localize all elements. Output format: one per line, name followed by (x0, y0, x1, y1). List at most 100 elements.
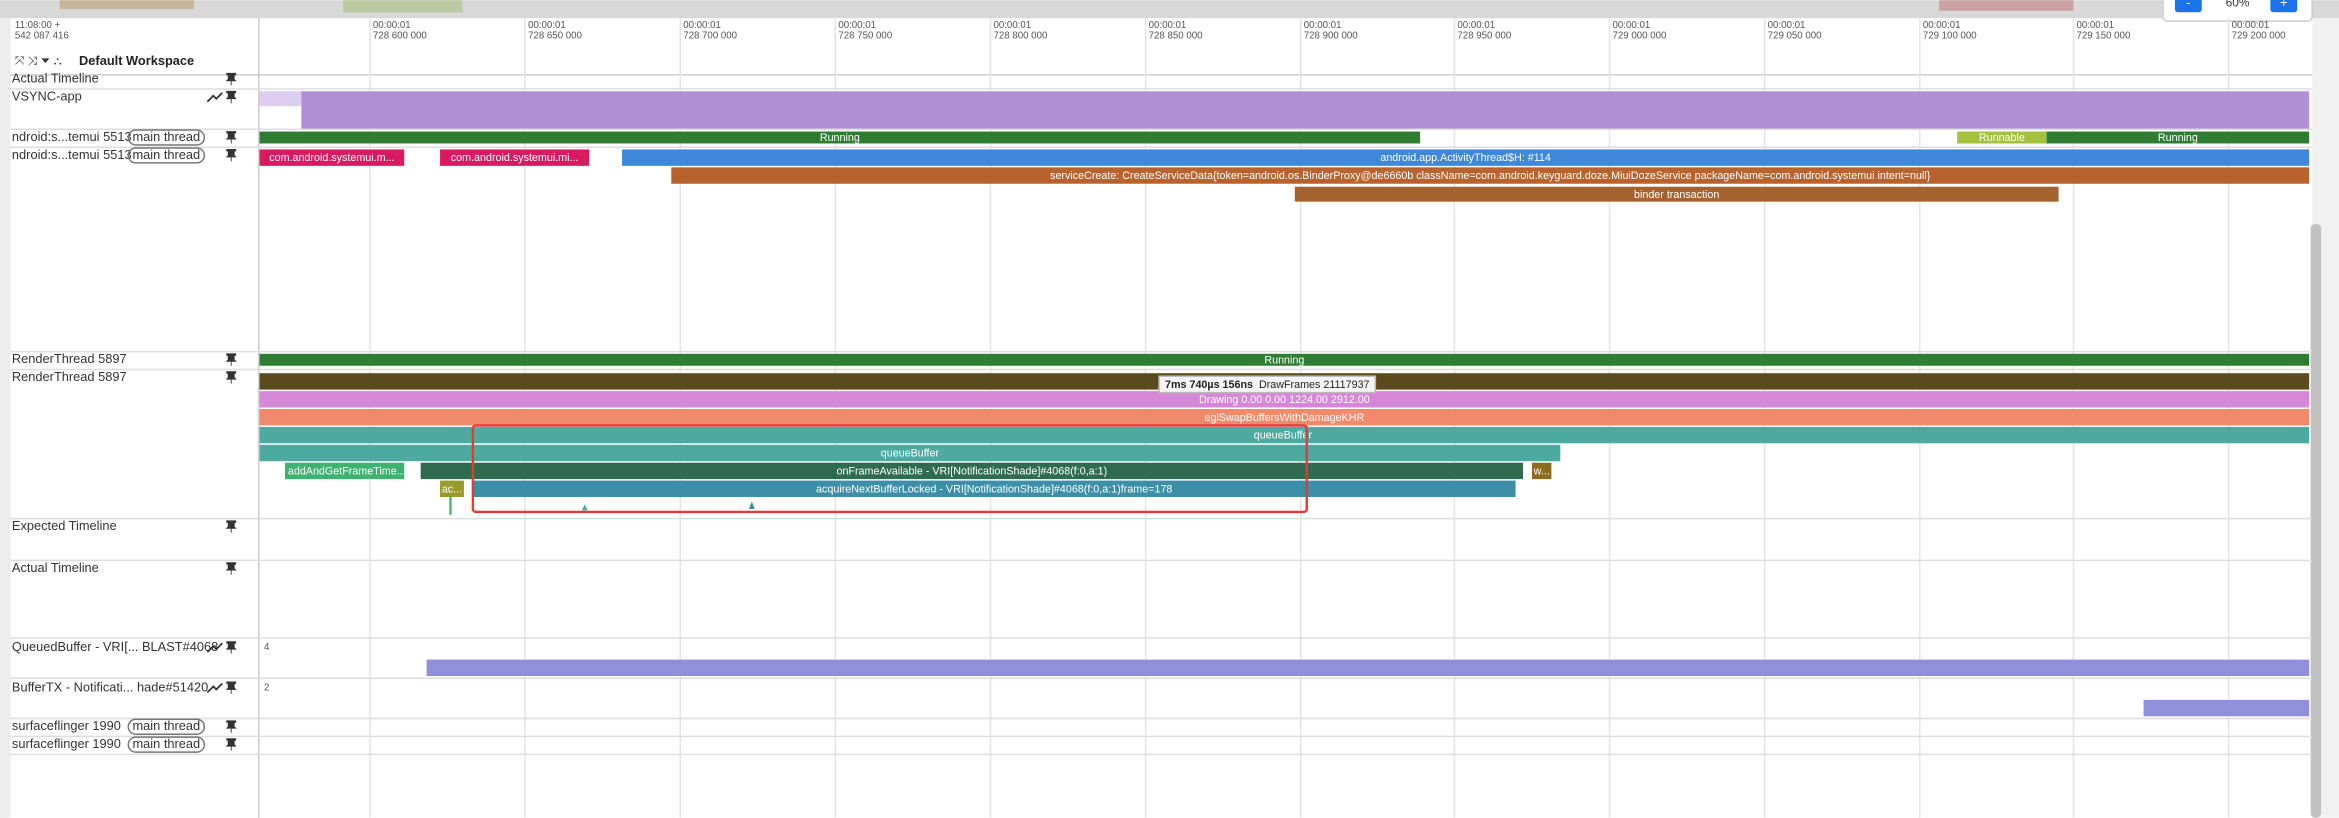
pin-icon[interactable] (225, 148, 237, 162)
slice[interactable] (420, 462, 1524, 480)
slice-label: binder transaction (1634, 189, 1719, 201)
slice[interactable] (440, 480, 464, 498)
overview-block (343, 0, 463, 13)
slice-label: Drawing 0.00 0.00 1224.00 2912.00 (1199, 394, 1370, 406)
slice[interactable] (1957, 131, 2047, 144)
thread-tag (127, 718, 206, 735)
ruler-time: 00:00:01 (1304, 20, 1342, 31)
ruler-ns: 728 600 000 (373, 31, 427, 42)
tooltip (1158, 375, 1377, 394)
track-name: surfaceflinger 1990 (12, 718, 121, 733)
pin-icon[interactable] (225, 738, 237, 751)
slice-label: Running (820, 132, 860, 144)
slice-label: Running (2158, 132, 2198, 144)
thread-tag (127, 129, 206, 146)
track-name: ndroid:s...temui 5513 (12, 147, 132, 162)
ruler-time: 00:00:01 (1457, 20, 1495, 31)
ruler-ns: 728 950 000 (1457, 31, 1511, 42)
ruler-time: 00:00:01 (1613, 20, 1651, 31)
ruler-time: 00:00:01 (993, 20, 1031, 31)
time-offset: 542 087 416 (15, 31, 69, 42)
slice[interactable] (259, 444, 1561, 462)
ruler-ns: 729 200 000 (2232, 31, 2286, 42)
pin-icon[interactable] (225, 90, 237, 104)
pin-icon[interactable] (225, 353, 237, 366)
counter-bar (2143, 699, 2310, 717)
pin-icon[interactable] (225, 720, 237, 733)
tooltip-duration: 7ms 740µs 156ns (1165, 379, 1253, 391)
slice-label: eglSwapBuffersWithDamageKHR (1205, 412, 1365, 424)
slice[interactable] (259, 409, 2310, 426)
pin-icon[interactable] (225, 641, 237, 654)
workspace-name[interactable]: Default Workspace (79, 53, 194, 68)
thread-tag-label: main thread (132, 718, 200, 733)
pin-icon[interactable] (225, 562, 237, 575)
track-name: QueuedBuffer - VRI[... BLAST#4068 (12, 639, 218, 654)
track-name: RenderThread 5897 (12, 369, 127, 384)
marker (581, 504, 588, 511)
scroll-thumb[interactable] (2310, 224, 2322, 818)
slice-label: queueBuffer (881, 448, 940, 460)
slice[interactable] (284, 462, 405, 480)
pin-icon[interactable] (225, 371, 237, 384)
slice-label: com.android.systemui.mi... (451, 152, 579, 164)
pin-icon[interactable] (225, 681, 237, 694)
slice[interactable] (259, 149, 405, 166)
slice[interactable] (1294, 186, 2059, 202)
track-name: ndroid:s...temui 5513 (12, 129, 132, 144)
counter-icon[interactable] (206, 682, 223, 694)
slice-label: Running (1264, 354, 1304, 366)
zoom-out-button[interactable] (2174, 0, 2202, 13)
slice[interactable] (1531, 462, 1552, 480)
counter-value: 4 (264, 642, 270, 653)
ruler-time: 00:00:01 (528, 20, 566, 31)
ruler-ns: 728 900 000 (1304, 31, 1358, 42)
zoom-in-label[interactable]: + (2280, 0, 2288, 10)
ruler-time: 00:00:01 (838, 20, 876, 31)
zoom-level: 60% (2226, 0, 2250, 9)
counter-bar (426, 659, 2310, 677)
slice-label: onFrameAvailable - VRI[NotificationShade… (836, 465, 1107, 477)
ruler-time: 00:00:01 (1923, 20, 1961, 31)
counter-icon[interactable] (206, 92, 223, 103)
track-name: Expected Timeline (12, 518, 117, 533)
slice[interactable] (440, 149, 590, 166)
track-name: surfaceflinger 1990 (12, 736, 121, 751)
thread-tag-label: main thread (132, 147, 200, 162)
ruler-ns: 729 050 000 (1768, 31, 1822, 42)
ruler-time: 00:00:01 (2232, 20, 2270, 31)
ruler-time: 00:00:01 (1768, 20, 1806, 31)
left-strip (0, 18, 11, 818)
ruler-ns: 728 750 000 (838, 31, 892, 42)
zoom-in-button[interactable] (2270, 0, 2298, 13)
slice[interactable] (259, 353, 2310, 366)
track-name: Actual Timeline (12, 560, 99, 575)
slice[interactable] (259, 426, 2310, 444)
tooltip-text: 7ms 740µs 156ns DrawFrames 21117937 (1165, 379, 1370, 391)
highlight-box (471, 424, 1308, 514)
slice[interactable] (2046, 131, 2310, 144)
ruler-ns: 729 100 000 (1923, 31, 1977, 42)
slice-label: addAndGetFrameTime... (288, 465, 406, 477)
pin-icon[interactable] (225, 131, 237, 144)
toolbar-icons[interactable]: ⤧ ⤨ ⏷ ⛬ (15, 54, 62, 68)
overview-bar (0, 0, 2339, 19)
slice-label: acquireNextBufferLocked - VRI[Notificati… (816, 483, 1172, 495)
slice[interactable] (472, 480, 1516, 498)
counter-icon[interactable] (206, 642, 223, 653)
track-name: VSYNC-app (12, 89, 82, 104)
pin-icon[interactable] (225, 520, 237, 533)
thread-tag (127, 736, 206, 753)
pin-icon[interactable] (225, 72, 237, 86)
zoom-out-label[interactable]: - (2186, 0, 2190, 10)
slice[interactable] (259, 131, 1421, 144)
slice[interactable] (622, 149, 2310, 166)
slice-label: queueBuffer (1254, 430, 1313, 442)
tooltip-name: DrawFrames 21117937 (1259, 379, 1370, 391)
slice-label: w... (1533, 465, 1550, 477)
slice[interactable] (671, 167, 2310, 184)
slice[interactable] (259, 391, 2310, 408)
ruler-time: 00:00:01 (1149, 20, 1187, 31)
ruler-ns: 728 700 000 (683, 31, 737, 42)
